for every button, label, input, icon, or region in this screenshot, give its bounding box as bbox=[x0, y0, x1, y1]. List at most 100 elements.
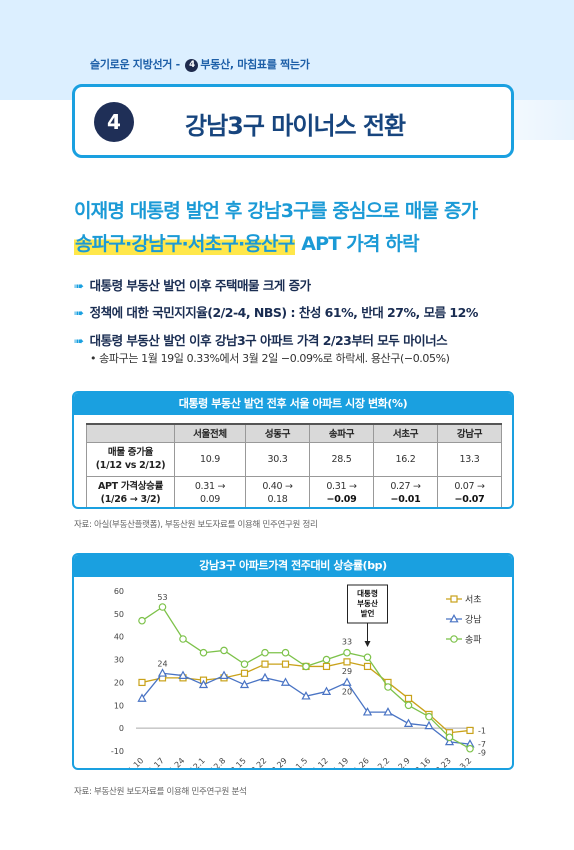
data-point-강남 bbox=[260, 672, 270, 682]
table-header-cell: 서초구 bbox=[372, 423, 438, 443]
chart-title: 강남3구 아파트가격 전주대비 상승률(bp) bbox=[74, 555, 512, 577]
data-point-송파 bbox=[220, 646, 228, 655]
x-tick-label: 1.5 bbox=[294, 756, 309, 770]
data-point-송파 bbox=[302, 662, 310, 671]
data-point-서초 bbox=[138, 678, 146, 687]
headline-line-1: 이재명 대통령 발언 후 강남3구를 중심으로 매물 증가 bbox=[74, 200, 478, 222]
table-header-cell: 서울전체 bbox=[174, 423, 246, 443]
breadcrumb-prefix: 슬기로운 지방선거 - bbox=[90, 58, 180, 71]
annotation-text: 대통령 bbox=[357, 588, 378, 598]
data-point-강남 bbox=[280, 677, 291, 686]
bullet-text: 대통령 부동산 발언 이후 강남3구 아파트 가격 2/23부터 모두 마이너스 bbox=[89, 333, 448, 348]
x-tick-label: 12.8 bbox=[208, 756, 227, 770]
data-point-서초 bbox=[404, 694, 413, 703]
section-title-box: 4 강남3구 마이너스 전환 bbox=[72, 84, 514, 158]
data-point-서초 bbox=[261, 660, 269, 668]
data-label: 20 bbox=[342, 687, 352, 696]
x-tick-label: 12.1 bbox=[188, 756, 207, 770]
x-tick-label: 1.26 bbox=[352, 756, 371, 770]
data-point-송파 bbox=[322, 655, 331, 664]
data-point-강남 bbox=[219, 670, 229, 679]
data-point-강남 bbox=[157, 668, 168, 677]
x-tick-label: 2.2 bbox=[376, 756, 391, 770]
data-point-강남 bbox=[239, 679, 250, 689]
x-tick-label: 3.2 bbox=[458, 756, 473, 770]
data-point-강남 bbox=[444, 736, 455, 746]
table-cell: 30.3 bbox=[244, 441, 310, 477]
breadcrumb: 슬기로운 지방선거 - 4 부동산, 마침표를 찍는가 bbox=[90, 56, 310, 72]
headline-line-2: 송파구·강남구·서초구·용산구 APT 가격 하락 bbox=[74, 229, 420, 256]
data-label: 33 bbox=[342, 638, 352, 647]
table-cell: 28.5 bbox=[308, 441, 374, 477]
table-cell: 10.9 bbox=[174, 441, 246, 477]
y-tick-label: 30 bbox=[114, 656, 124, 665]
data-point-강남 bbox=[362, 707, 373, 716]
table-cell: 0.07 → −0.07 bbox=[436, 475, 503, 507]
annotation-arrow-head bbox=[364, 641, 371, 647]
data-point-송파 bbox=[240, 660, 249, 668]
table-source: 자료: 아실(부동산플랫폼), 부동산원 보도자료를 이용해 민주연구원 정리 bbox=[74, 520, 318, 530]
y-tick-label: 10 bbox=[114, 701, 124, 710]
data-label: 53 bbox=[157, 593, 167, 602]
bullet-text: 정책에 대한 국민지지율(2/2-4, NBS) : 찬성 61%, 반대 27… bbox=[89, 305, 479, 320]
header-background bbox=[0, 0, 574, 100]
data-point-송파 bbox=[199, 648, 208, 657]
table-cell: 0.40 → 0.18 bbox=[244, 475, 310, 507]
data-point-서초 bbox=[240, 669, 249, 677]
data-point-강남 bbox=[178, 670, 188, 679]
data-point-송파 bbox=[425, 712, 433, 721]
data-point-강남 bbox=[321, 686, 332, 695]
data-point-송파 bbox=[466, 744, 474, 753]
table-row: 매물 증가율 (1/12 vs 2/12) 10.9 30.3 28.5 16.2… bbox=[86, 441, 503, 477]
data-point-강남 bbox=[383, 707, 393, 716]
bullet-item: ➠ 대통령 부동산 발언 이후 강남3구 아파트 가격 2/23부터 모두 마이너… bbox=[74, 330, 448, 349]
data-point-서초 bbox=[466, 726, 474, 735]
legend-label: 송파 bbox=[465, 635, 482, 646]
data-label: -7 bbox=[478, 740, 486, 749]
series-line-송파 bbox=[141, 606, 471, 750]
bullet-item: ➠ 대통령 부동산 발언 이후 주택매물 크게 증가 bbox=[74, 275, 311, 294]
legend-label: 서초 bbox=[465, 595, 482, 606]
x-tick-label: 1.19 bbox=[331, 756, 350, 770]
table-header-cell bbox=[86, 423, 175, 443]
bullet-item: ➠ 정책에 대한 국민지지율(2/2-4, NBS) : 찬성 61%, 반대 2… bbox=[74, 302, 478, 321]
data-point-송파 bbox=[363, 653, 372, 662]
x-tick-label: 2.16 bbox=[413, 756, 432, 770]
data-point-강남 bbox=[198, 679, 209, 689]
table-cell: 13.3 bbox=[436, 441, 503, 477]
y-tick-label: 20 bbox=[114, 678, 124, 687]
legend-marker-강남 bbox=[449, 613, 459, 623]
y-tick-label: 50 bbox=[114, 610, 124, 619]
data-point-서초 bbox=[281, 660, 290, 668]
y-tick-label: 40 bbox=[114, 633, 124, 642]
table-cell: 0.31 → 0.09 bbox=[174, 475, 246, 507]
data-point-송파 bbox=[445, 733, 454, 742]
data-point-서초 bbox=[322, 662, 331, 671]
table-header-cell: 강남구 bbox=[436, 423, 503, 443]
data-label: 24 bbox=[157, 659, 167, 668]
data-point-송파 bbox=[343, 648, 351, 657]
row-label: APT 가격상승률 (1/26 → 3/2) bbox=[86, 475, 175, 507]
sub-bullet: • 송파구는 1월 19일 0.33%에서 3월 2일 −0.09%로 하락세.… bbox=[90, 352, 450, 365]
data-point-송파 bbox=[404, 701, 413, 710]
legend-marker-송파 bbox=[450, 635, 458, 643]
y-tick-label: -10 bbox=[111, 747, 124, 756]
headline-rest: APT 가격 하락 bbox=[295, 233, 419, 255]
y-tick-label: 60 bbox=[114, 587, 124, 596]
table-row: APT 가격상승률 (1/26 → 3/2) 0.31 → 0.09 0.40 → 0… bbox=[86, 475, 503, 507]
x-tick-label: 2.23 bbox=[434, 756, 453, 770]
data-point-강남 bbox=[342, 677, 352, 686]
breadcrumb-suffix: 부동산, 마침표를 찍는가 bbox=[200, 58, 310, 71]
legend-label: 강남 bbox=[465, 615, 482, 626]
double-arrow-icon: ➠ bbox=[74, 279, 84, 293]
section-number: 4 bbox=[94, 102, 134, 142]
row-label: 매물 증가율 (1/12 vs 2/12) bbox=[86, 441, 175, 477]
x-tick-label: 2.9 bbox=[397, 756, 412, 770]
annotation-text: 부동산 bbox=[357, 598, 378, 608]
market-table-panel: 대통령 부동산 발언 전후 서울 아파트 시장 변화(%) 서울전체 성동구 송… bbox=[72, 391, 514, 509]
x-tick-label: 11.24 bbox=[164, 756, 187, 770]
table-cell: 16.2 bbox=[372, 441, 438, 477]
data-point-송파 bbox=[158, 603, 167, 611]
data-point-송파 bbox=[138, 616, 146, 625]
